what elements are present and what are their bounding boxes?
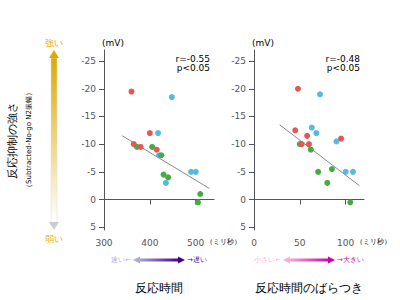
svg-text:-15: -15 — [231, 111, 246, 121]
svg-text:5: 5 — [240, 222, 246, 232]
svg-text:r=-0.55: r=-0.55 — [175, 53, 210, 64]
svg-text:0: 0 — [251, 238, 257, 248]
svg-text:p<0.05: p<0.05 — [327, 63, 360, 73]
svg-text:-25: -25 — [81, 56, 96, 66]
svg-text:-10: -10 — [81, 139, 96, 149]
svg-text:0: 0 — [240, 195, 246, 205]
svg-text:(mV): (mV) — [252, 38, 274, 48]
svg-text:p<0.05: p<0.05 — [177, 63, 210, 73]
svg-text:（ミリ秒）: （ミリ秒） — [206, 238, 241, 246]
svg-text:-15: -15 — [81, 111, 96, 121]
svg-text:-5: -5 — [237, 167, 246, 177]
svg-text:100: 100 — [337, 238, 354, 248]
svg-text:5: 5 — [90, 222, 96, 232]
svg-text:→遅い: →遅い — [187, 256, 207, 264]
svg-text:500: 500 — [187, 238, 204, 248]
svg-text:(mV): (mV) — [102, 38, 124, 48]
svg-text:速い←: 速い← — [111, 256, 131, 264]
svg-text:反応時間のばらつき: 反応時間のばらつき — [255, 281, 363, 295]
svg-text:反応時間: 反応時間 — [135, 281, 183, 295]
svg-text:-20: -20 — [231, 84, 246, 94]
svg-text:（ミリ秒）: （ミリ秒） — [356, 238, 391, 246]
svg-text:→大きい: →大きい — [337, 256, 364, 264]
svg-text:-20: -20 — [81, 84, 96, 94]
svg-text:小さい←: 小さい← — [254, 256, 281, 264]
svg-text:r=-0.48: r=-0.48 — [325, 53, 360, 64]
svg-text:（Subtracted-No-go N2振幅）: （Subtracted-No-go N2振幅） — [25, 89, 33, 191]
svg-text:強い: 強い — [45, 38, 63, 48]
svg-text:-25: -25 — [231, 56, 246, 66]
svg-text:弱い: 弱い — [45, 234, 63, 244]
svg-text:50: 50 — [294, 238, 306, 248]
svg-text:-10: -10 — [231, 139, 246, 149]
svg-text:0: 0 — [90, 195, 96, 205]
svg-text:反応抑制の強さ: 反応抑制の強さ — [6, 102, 19, 179]
svg-text:400: 400 — [141, 238, 158, 248]
svg-text:300: 300 — [95, 238, 112, 248]
svg-text:-5: -5 — [87, 167, 96, 177]
